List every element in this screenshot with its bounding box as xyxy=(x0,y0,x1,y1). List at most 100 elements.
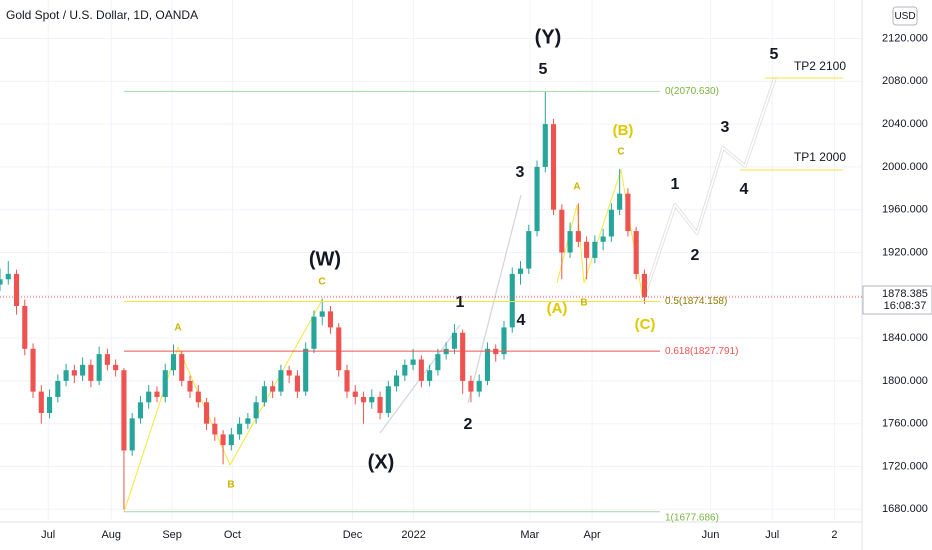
candle-body xyxy=(468,380,474,392)
candle-body xyxy=(509,273,515,328)
candle-body xyxy=(418,359,424,381)
candle-body xyxy=(113,364,119,371)
last-price-box xyxy=(862,285,932,315)
candle-body xyxy=(162,370,168,397)
grid xyxy=(0,0,862,520)
candle-body xyxy=(435,354,441,371)
x-tick-label: Jul xyxy=(41,529,55,541)
candle-body xyxy=(451,332,457,349)
y-tick-label: 2040.000 xyxy=(882,118,928,130)
sub-wave-label: B xyxy=(580,298,587,309)
currency-box[interactable] xyxy=(892,6,918,26)
wave-label: 1 xyxy=(671,176,680,193)
candle-body xyxy=(402,364,408,376)
candle-body xyxy=(245,418,251,424)
y-tick-label: 1760.000 xyxy=(882,418,928,430)
level-label: 0.5(1874.158) xyxy=(665,296,727,307)
candle-body xyxy=(344,370,350,392)
y-tick-label: 2000.000 xyxy=(882,161,928,173)
candle-body xyxy=(286,370,292,376)
candle-body xyxy=(187,380,193,392)
wave-label: 5 xyxy=(539,61,548,78)
abc-label: (B) xyxy=(613,122,634,139)
candle-body xyxy=(476,380,482,392)
candle-body xyxy=(179,354,185,381)
wave-y xyxy=(467,194,522,404)
candle-body xyxy=(294,375,300,392)
y-tick-label: 1800.000 xyxy=(882,375,928,387)
candle-body xyxy=(600,236,606,242)
candle-body xyxy=(47,396,53,414)
candle-body xyxy=(633,231,639,274)
candle-body xyxy=(55,380,61,397)
candle-body xyxy=(129,418,135,451)
candle-body xyxy=(13,273,20,307)
candle-body xyxy=(71,370,77,376)
candle-body xyxy=(170,354,177,371)
candle-body xyxy=(88,364,94,381)
candle-body xyxy=(625,193,631,232)
candle-body xyxy=(195,391,201,403)
candle-body xyxy=(121,370,127,451)
y-tick-label: 2080.000 xyxy=(882,75,928,87)
candle-body xyxy=(5,273,11,280)
candle-body xyxy=(0,279,3,285)
candle-body xyxy=(203,402,210,424)
candle-body xyxy=(212,423,218,435)
candles xyxy=(0,92,647,510)
candle-body xyxy=(303,348,309,392)
candle-body xyxy=(220,434,226,446)
candle-body xyxy=(80,364,86,376)
candle-body xyxy=(96,354,102,381)
candle-body xyxy=(484,348,491,381)
candle-body xyxy=(575,231,581,242)
candle-body xyxy=(146,391,152,403)
sub-wave-label: C xyxy=(617,147,624,158)
chart-title: Gold Spot / U.S. Dollar, 1D, OANDA xyxy=(6,8,198,22)
y-tick-label: 2120.000 xyxy=(882,32,928,44)
sub-wave-label: B xyxy=(227,480,234,491)
candle-body xyxy=(385,386,391,414)
candle-body xyxy=(394,375,400,387)
candle-body xyxy=(319,311,325,317)
x-tick-label: Oct xyxy=(224,529,241,541)
candle-body xyxy=(336,327,342,371)
sub-wave-label: C xyxy=(318,277,325,288)
target-label: TP2 2100 xyxy=(794,59,846,73)
candle-body xyxy=(377,396,383,414)
candle-body xyxy=(360,396,367,403)
candle-body xyxy=(311,316,317,349)
candle-body xyxy=(501,327,507,355)
candle-body xyxy=(608,209,614,237)
wave-label: 3 xyxy=(721,119,730,136)
candle-body xyxy=(137,402,144,419)
candle-body xyxy=(261,386,267,403)
candle-body xyxy=(460,332,466,381)
candle-body xyxy=(154,391,160,397)
x-tick-label: Dec xyxy=(343,529,363,541)
y-tick-label: 1720.000 xyxy=(882,460,928,472)
candle-body xyxy=(30,348,36,392)
x-tick-label: Jun xyxy=(702,529,720,541)
candle-body xyxy=(517,268,524,274)
candle-body xyxy=(542,124,548,167)
wave-label: (X) xyxy=(368,451,395,473)
y-tick-label: 1960.000 xyxy=(882,204,928,216)
candle-body xyxy=(584,241,590,258)
wave-label: (Y) xyxy=(535,26,562,48)
last-price: 1878.385 xyxy=(882,288,928,300)
x-tick-label: Mar xyxy=(520,529,539,541)
candle-body xyxy=(559,209,565,253)
wave-label: 5 xyxy=(770,46,779,63)
candle-body xyxy=(592,241,598,258)
sub-wave-label: A xyxy=(174,323,181,334)
candle-body xyxy=(38,391,44,414)
currency: USD xyxy=(894,11,915,22)
level-label: 1(1677.686) xyxy=(665,512,719,523)
abc-label: (A) xyxy=(547,300,568,317)
candle-body xyxy=(617,193,623,210)
level-label: 0.618(1827.791) xyxy=(665,346,738,357)
candle-body xyxy=(567,231,573,253)
